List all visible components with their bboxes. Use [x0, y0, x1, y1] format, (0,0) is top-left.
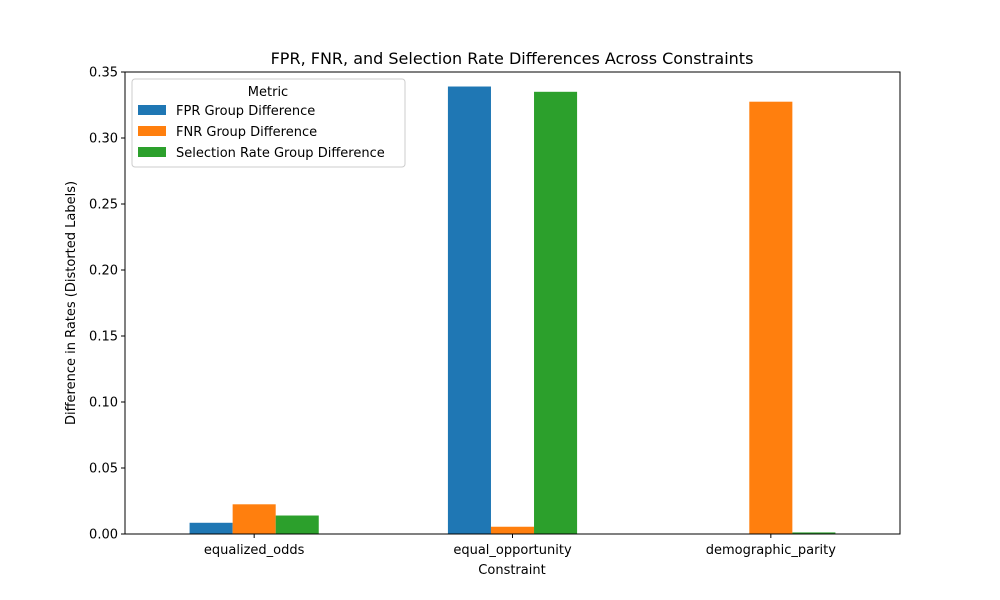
bar-equal_opportunity-2: [490, 526, 535, 534]
bars-group: [189, 86, 836, 535]
legend-title: Metric: [248, 85, 288, 100]
x-axis: equalized_odds equal_opportunity demograph…: [204, 534, 836, 558]
legend-entry-label: FPR Group Difference: [176, 104, 315, 119]
y-tick-label: 0.15: [89, 330, 118, 345]
y-tick-label: 0.10: [89, 396, 118, 411]
y-tick-label: 0.30: [89, 132, 118, 147]
plot-frame: [124, 71, 901, 535]
y-axis: 0.00 0.05 0.10 0.15 0.20 0.25 0.30 0.35: [89, 66, 125, 543]
y-tick-label: 0.05: [89, 462, 118, 477]
x-tick-label: equalized_odds: [204, 543, 305, 558]
chart-title: FPR, FNR, and Selection Rate Differences…: [271, 49, 754, 68]
legend-swatch: [138, 147, 166, 157]
legend-entry-label: FNR Group Difference: [176, 125, 317, 140]
legend-box: [131, 78, 406, 168]
legend: Metric FPR Group Difference FNR Group Dif…: [131, 78, 406, 168]
legend-swatch: [138, 126, 166, 136]
x-axis-label: Constraint: [478, 563, 545, 578]
bar-equalized_odds-3: [275, 515, 319, 534]
bar-equalized_odds-1: [189, 522, 233, 534]
bar-equal_opportunity-3: [534, 91, 578, 535]
y-tick-label: 0.20: [89, 264, 118, 279]
y-axis-label: Difference in Rates (Distorted Labels): [64, 181, 79, 425]
x-tick-label: equal_opportunity: [453, 543, 572, 558]
bar-demographic_parity-3: [792, 532, 836, 534]
y-tick-label: 0.00: [89, 528, 118, 543]
y-tick-label: 0.35: [89, 66, 118, 81]
bar-demographic_parity-2: [749, 101, 793, 534]
legend-entry-label: Selection Rate Group Difference: [176, 146, 385, 161]
bar-equalized_odds-2: [232, 504, 276, 534]
legend-swatch: [138, 105, 166, 115]
bar-equal_opportunity-1: [447, 86, 491, 535]
x-tick-label: demographic_parity: [706, 543, 836, 558]
y-tick-label: 0.25: [89, 198, 118, 213]
